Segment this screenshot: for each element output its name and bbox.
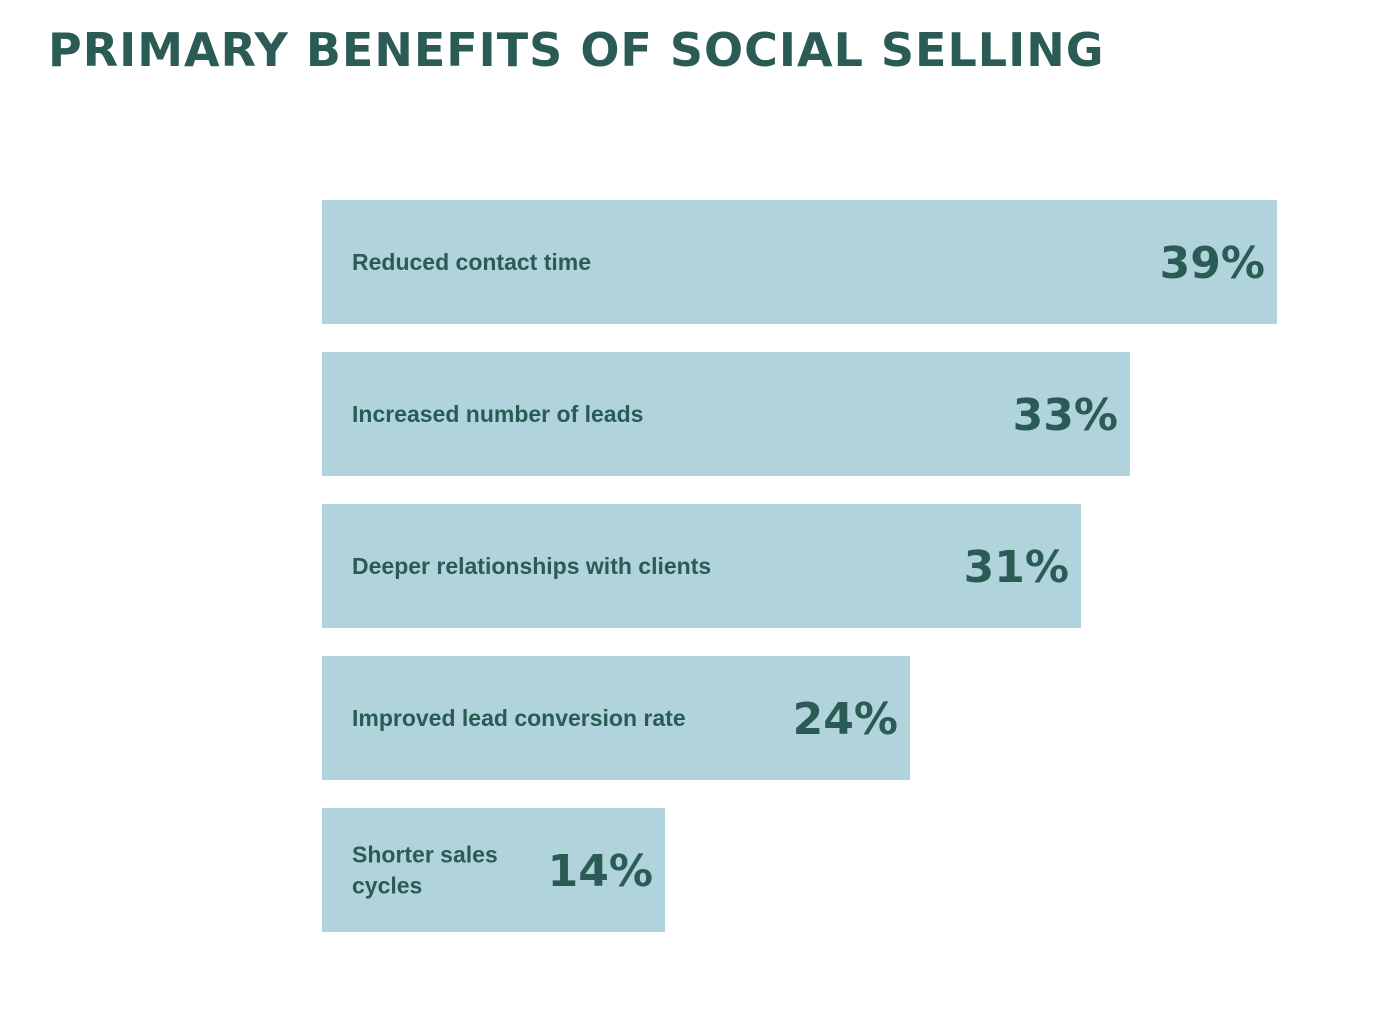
bar-group: Shorter sales cycles 14% <box>322 808 665 932</box>
bar-value-label: 33% <box>1013 390 1118 441</box>
bar-group: Improved lead conversion rate 24% <box>322 656 910 780</box>
bar-group: Reduced contact time 39% <box>322 200 1277 324</box>
bar-group: Deeper relationships with clients 31% <box>322 504 1081 628</box>
bar-value-label: 24% <box>793 694 898 745</box>
bar-group: Increased number of leads 33% <box>322 352 1130 476</box>
chart-title: PRIMARY BENEFITS OF SOCIAL SELLING <box>48 23 1105 77</box>
bar-category-label: Increased number of leads <box>352 401 643 427</box>
bar <box>322 200 1277 324</box>
bar <box>322 808 665 932</box>
bar-category-label: Reduced contact time <box>352 249 591 275</box>
bar-category-label: Improved lead conversion rate <box>352 705 686 731</box>
bar <box>322 504 1081 628</box>
bar-value-label: 14% <box>548 846 653 897</box>
bar <box>322 352 1130 476</box>
bar-value-label: 39% <box>1160 238 1265 289</box>
bar-value-label: 31% <box>964 542 1069 593</box>
bar <box>322 656 910 780</box>
bar-category-label: Shorter sales cycles <box>352 842 498 899</box>
bar-category-label: Deeper relationships with clients <box>352 553 711 579</box>
